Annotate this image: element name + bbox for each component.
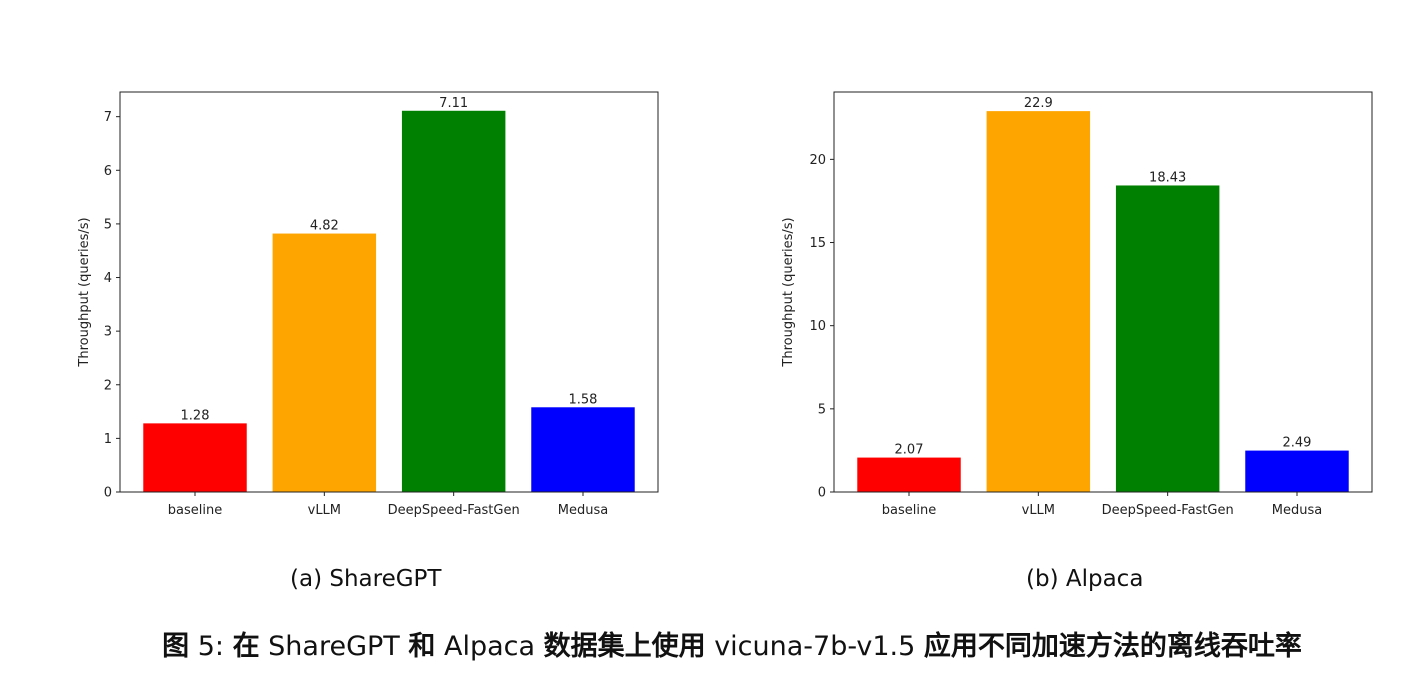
y-tick-label: 3 (104, 325, 112, 340)
data-label: 18.43 (1149, 170, 1186, 185)
chart-alpaca: 2.07 baseline 22.9 vLLM 18.43 DeepSpeed-FastG… (781, 91, 1373, 518)
data-label: 1.58 (569, 392, 598, 407)
y-tick-label: 5 (818, 402, 826, 417)
y-tick-label: 2 (104, 378, 112, 393)
x-tick-label: DeepSpeed-FastGen (1102, 503, 1234, 518)
caption-model: vicuna-7b-v1.5 (714, 631, 916, 662)
caption-dataset2: Alpaca (443, 631, 536, 662)
caption-dataset1: ShareGPT (268, 631, 400, 662)
bar-vllm (272, 233, 377, 492)
data-label: 1.28 (181, 408, 210, 423)
y-tick-label: 15 (809, 236, 826, 251)
caption-part4: 应用不同加速方法的离线吞吐率 (923, 631, 1302, 662)
plot-frame (119, 91, 659, 493)
bar-deepspeed-fastgen (1115, 185, 1220, 493)
data-label: 2.07 (895, 443, 924, 458)
x-tick-label: vLLM (308, 503, 341, 518)
y-tick-label: 7 (104, 110, 112, 125)
y-tick-label: 4 (104, 271, 112, 286)
bar-deepspeed-fastgen (401, 110, 506, 492)
caption-label-zh: 图 (162, 631, 190, 662)
data-label: 7.11 (439, 96, 468, 111)
bar-baseline (857, 457, 961, 492)
y-tick-label: 1 (104, 432, 112, 447)
bar-medusa (1245, 450, 1349, 492)
x-tick-label: baseline (168, 503, 222, 518)
subcaption-b: (b) Alpaca (1026, 566, 1144, 592)
x-tick-label: Medusa (1272, 503, 1322, 518)
caption-part3: 数据集上使用 (543, 631, 706, 662)
y-tick-label: 20 (809, 153, 826, 168)
caption-figure-number: 5: (197, 631, 224, 662)
x-tick-label: baseline (882, 503, 936, 518)
x-tick-label: Medusa (558, 503, 608, 518)
y-tick-label: 0 (104, 486, 112, 501)
y-tick-label: 10 (809, 319, 826, 334)
subcaption-a: (a) ShareGPT (290, 566, 442, 592)
data-label: 22.9 (1024, 96, 1053, 111)
x-tick-label: DeepSpeed-FastGen (388, 503, 520, 518)
figure-caption: 图 5: 在 ShareGPT 和 Alpaca 数据集上使用 vicuna-7… (0, 624, 1424, 663)
y-tick-label: 0 (818, 486, 826, 501)
figure-charts: 1.28 baseline 4.82 vLLM 7.11 DeepSpeed-FastGe… (77, 91, 1373, 518)
chart-sharegpt: 1.28 baseline 4.82 vLLM 7.11 DeepSpeed-FastGe… (77, 91, 659, 518)
bar-medusa (531, 407, 635, 492)
caption-part2: 和 (408, 631, 436, 662)
x-tick-label: vLLM (1022, 503, 1055, 518)
caption-part1: 在 (232, 631, 260, 662)
data-label: 4.82 (310, 219, 339, 234)
data-label: 2.49 (1283, 436, 1312, 451)
bar-baseline (143, 423, 247, 492)
y-tick-label: 6 (104, 164, 112, 179)
y-tick-label: 5 (104, 217, 112, 232)
bar-vllm (986, 111, 1091, 492)
plot-frame (833, 91, 1373, 493)
y-axis-label: Throughput (queries/s) (781, 217, 796, 367)
y-axis-label: Throughput (queries/s) (77, 217, 92, 367)
